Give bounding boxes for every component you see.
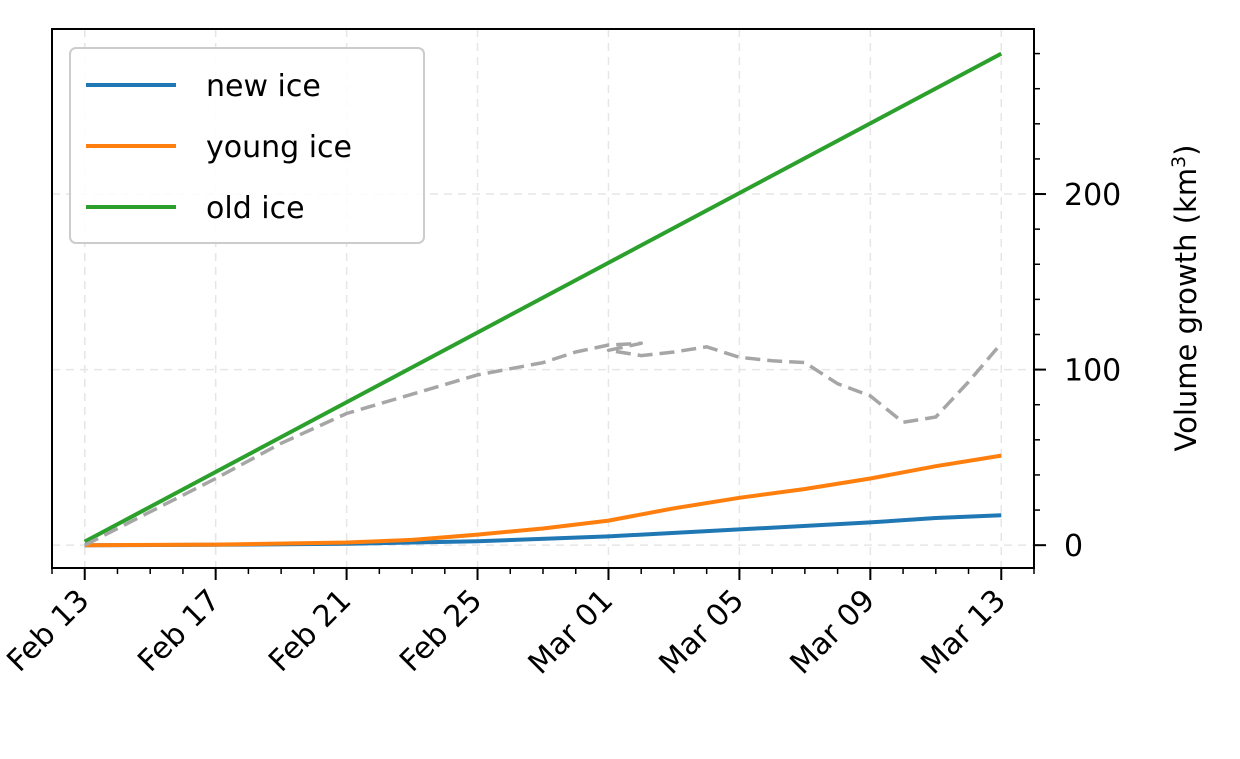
y-axis-title-suffix: )	[1169, 145, 1203, 156]
x-tick-label: Mar 13	[914, 583, 1013, 682]
legend-label-new-ice: new ice	[206, 69, 321, 104]
series-line-unlabeled-dashed	[83, 341, 1003, 547]
legend-label-old-ice: old ice	[206, 191, 305, 226]
y-tick-label: 100	[1064, 354, 1121, 389]
x-tick-label: Mar 01	[522, 583, 621, 682]
x-tick-label: Mar 09	[783, 583, 882, 682]
x-tick-label: Feb 17	[131, 583, 227, 679]
x-tick-label: Mar 05	[653, 583, 752, 682]
legend-box	[69, 47, 425, 244]
x-tick-label: Feb 21	[262, 583, 358, 679]
y-tick-label: 200	[1064, 178, 1121, 213]
series-line-young-ice	[84, 453, 1002, 548]
series-line-old-ice	[83, 51, 1003, 544]
y-tick-label: 0	[1064, 529, 1083, 564]
y-axis-title-superscript: 3	[1168, 156, 1190, 168]
series-layer	[83, 51, 1003, 548]
legend: new ice young ice old ice	[69, 47, 425, 244]
y-axis-title-main: Volume growth (km	[1169, 168, 1203, 452]
y-axis-title: Volume growth (km3)	[1168, 145, 1203, 452]
x-tick-label: Feb 25	[393, 583, 489, 679]
legend-label-young-ice: young ice	[206, 130, 352, 165]
x-tick-label: Feb 13	[0, 583, 96, 679]
